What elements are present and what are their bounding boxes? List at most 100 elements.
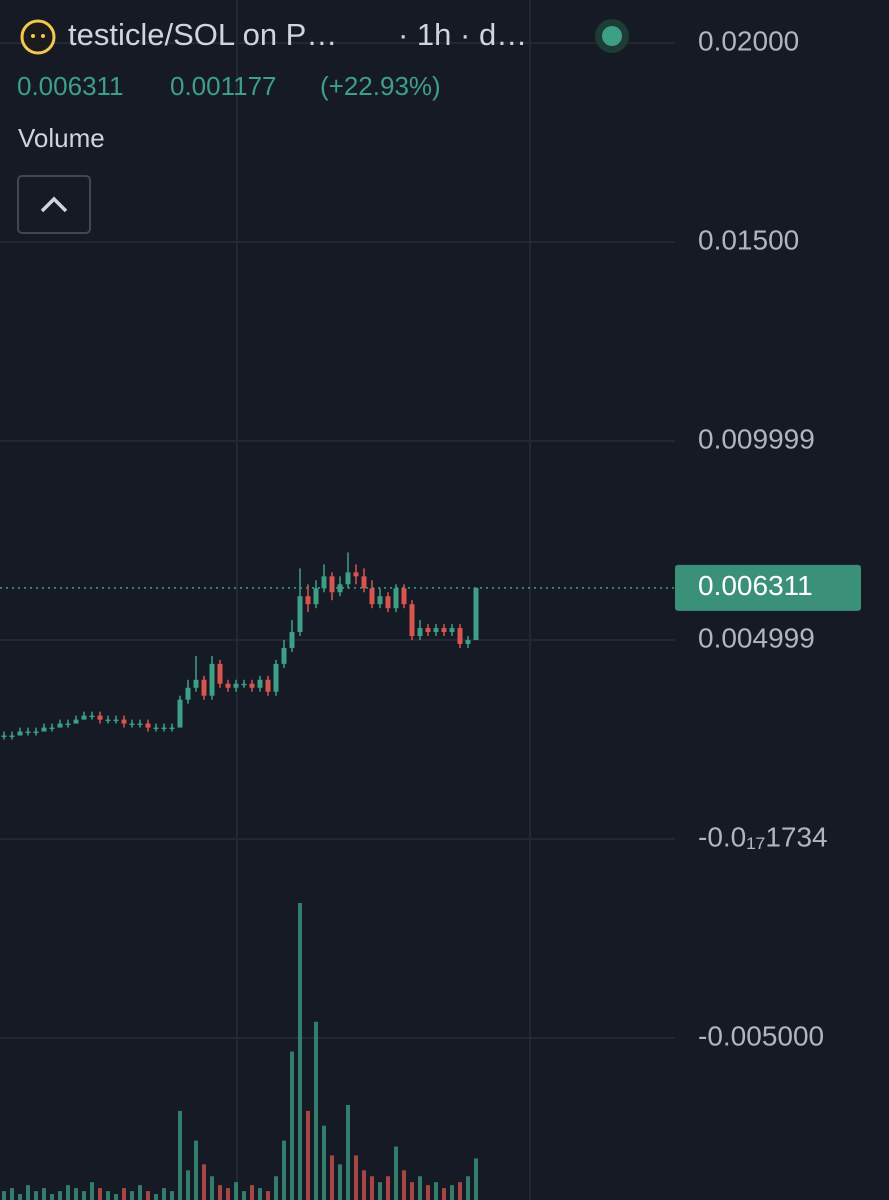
candle-body [73, 719, 79, 724]
candle-body [137, 723, 143, 726]
pair-name: testicle/SOL on P… [68, 17, 337, 52]
volume-bar [42, 1188, 46, 1200]
candle-body [89, 715, 95, 718]
volume-bar [378, 1182, 382, 1200]
candle-body [297, 596, 303, 633]
candles [1, 552, 479, 740]
volume-bar [346, 1104, 350, 1200]
last-price: 0.006311 [17, 71, 124, 101]
volume-bar [218, 1185, 222, 1200]
volume-bar [434, 1182, 438, 1200]
candle-body [401, 588, 407, 605]
candle-body [409, 604, 415, 637]
volume-bar [234, 1182, 238, 1200]
candle-body [265, 679, 271, 692]
volume-bar [474, 1158, 478, 1200]
candle-body [313, 588, 319, 605]
volume-bar [298, 903, 302, 1200]
candle-body [465, 640, 471, 644]
volume-bar [26, 1185, 30, 1200]
candle-body [57, 723, 63, 728]
volume-bar [370, 1176, 374, 1200]
candle-body [449, 628, 455, 633]
volume-bar [162, 1188, 166, 1200]
candle-body [433, 628, 439, 633]
volume-bar [338, 1164, 342, 1200]
volume-bar [146, 1191, 150, 1200]
candle-body [49, 727, 55, 730]
chevron-up [40, 196, 68, 213]
volume-bar [258, 1188, 262, 1200]
candle-body [257, 679, 263, 688]
candle-body [145, 723, 151, 728]
candle-body [385, 596, 391, 609]
candle-body [369, 588, 375, 605]
grid [0, 41, 675, 1040]
volume-bar [290, 1051, 294, 1200]
volume-pane [2, 903, 478, 1200]
volume-bar [154, 1194, 158, 1200]
candle-body [209, 663, 215, 696]
candle-body [345, 572, 351, 585]
candle-body [185, 687, 191, 700]
last-price-label: 0.006311 [698, 570, 813, 601]
change: 0.001177 [170, 71, 277, 101]
candle-body [425, 628, 431, 633]
volume-bar [186, 1170, 190, 1200]
volume-bar [386, 1176, 390, 1200]
volume-bar [242, 1191, 246, 1200]
candle-body [361, 576, 367, 589]
volume-bar [90, 1182, 94, 1200]
candle-body [241, 683, 247, 686]
volume-bar [418, 1176, 422, 1200]
candle-body [121, 719, 127, 724]
volume-bar [106, 1191, 110, 1200]
volume-bar [122, 1188, 126, 1200]
candle-body [473, 587, 479, 640]
volume-bar [250, 1185, 254, 1200]
candle-body [153, 727, 159, 730]
volume-bar [458, 1182, 462, 1200]
candle-body [193, 679, 199, 688]
volume-bar [10, 1188, 14, 1200]
y-tick-label: 0.009999 [698, 423, 815, 454]
change-pct: (+22.93%) [320, 71, 441, 101]
candle-body [17, 731, 23, 736]
candle-body [105, 719, 111, 722]
y-tick-label: 0.01500 [698, 224, 799, 255]
volume-bar [66, 1185, 70, 1200]
volume-bar [98, 1188, 102, 1200]
token-icon-eye [41, 34, 45, 38]
volume-bar [330, 1155, 334, 1200]
collapse-button[interactable] [17, 175, 91, 234]
volume-bar [466, 1176, 470, 1200]
header: testicle/SOL on P… · 1h · d… 0.006311 0.… [17, 17, 629, 234]
token-icon-eye [31, 34, 35, 38]
volume-bar [194, 1140, 198, 1200]
volume-bar [50, 1194, 54, 1200]
candle-body [321, 576, 327, 589]
y-tick-label: -0.005000 [698, 1020, 824, 1051]
candle-body [65, 723, 71, 726]
y-tick-label: 0.02000 [698, 25, 799, 56]
candle-body [249, 683, 255, 688]
candle-body [233, 683, 239, 688]
candle-body [329, 576, 335, 593]
candle-body [353, 572, 359, 577]
candle-body [289, 632, 295, 648]
candle-body [201, 679, 207, 696]
volume-label: Volume [18, 123, 105, 153]
volume-bar [226, 1188, 230, 1200]
volume-bar [402, 1170, 406, 1200]
volume-bar [442, 1188, 446, 1200]
candle-body [377, 596, 383, 605]
volume-bar [426, 1185, 430, 1200]
candle-body [281, 647, 287, 664]
volume-bar [314, 1021, 318, 1200]
volume-bar [410, 1182, 414, 1200]
candle-body [9, 735, 15, 738]
volume-bar [266, 1191, 270, 1200]
candle-body [113, 719, 119, 722]
candle-body [25, 731, 31, 734]
candle-body [337, 584, 343, 593]
